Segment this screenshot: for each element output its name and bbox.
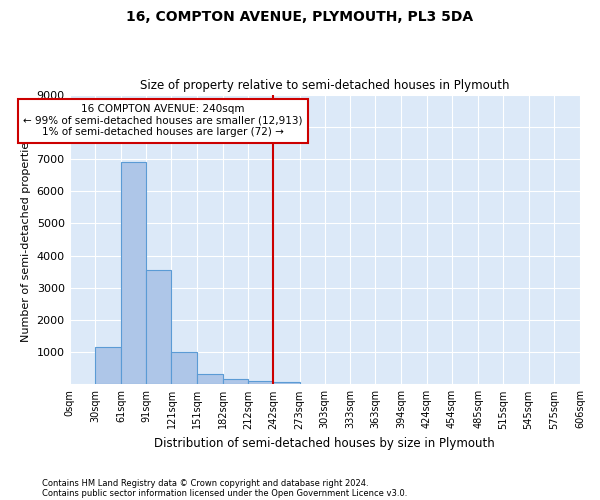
Bar (223, 380, 248, 384)
Bar (248, 381, 274, 384)
Bar (197, 374, 223, 384)
Bar (146, 270, 172, 384)
Text: 16, COMPTON AVENUE, PLYMOUTH, PL3 5DA: 16, COMPTON AVENUE, PLYMOUTH, PL3 5DA (127, 10, 473, 24)
Y-axis label: Number of semi-detached properties: Number of semi-detached properties (21, 136, 31, 342)
Bar (95, 348, 121, 385)
Bar (274, 382, 299, 384)
Text: Contains public sector information licensed under the Open Government Licence v3: Contains public sector information licen… (42, 488, 407, 498)
Title: Size of property relative to semi-detached houses in Plymouth: Size of property relative to semi-detach… (140, 79, 509, 92)
Bar (172, 352, 197, 384)
Text: 16 COMPTON AVENUE: 240sqm
← 99% of semi-detached houses are smaller (12,913)
1% : 16 COMPTON AVENUE: 240sqm ← 99% of semi-… (23, 104, 303, 138)
X-axis label: Distribution of semi-detached houses by size in Plymouth: Distribution of semi-detached houses by … (154, 437, 495, 450)
Bar (121, 162, 146, 384)
Text: Contains HM Land Registry data © Crown copyright and database right 2024.: Contains HM Land Registry data © Crown c… (42, 478, 368, 488)
